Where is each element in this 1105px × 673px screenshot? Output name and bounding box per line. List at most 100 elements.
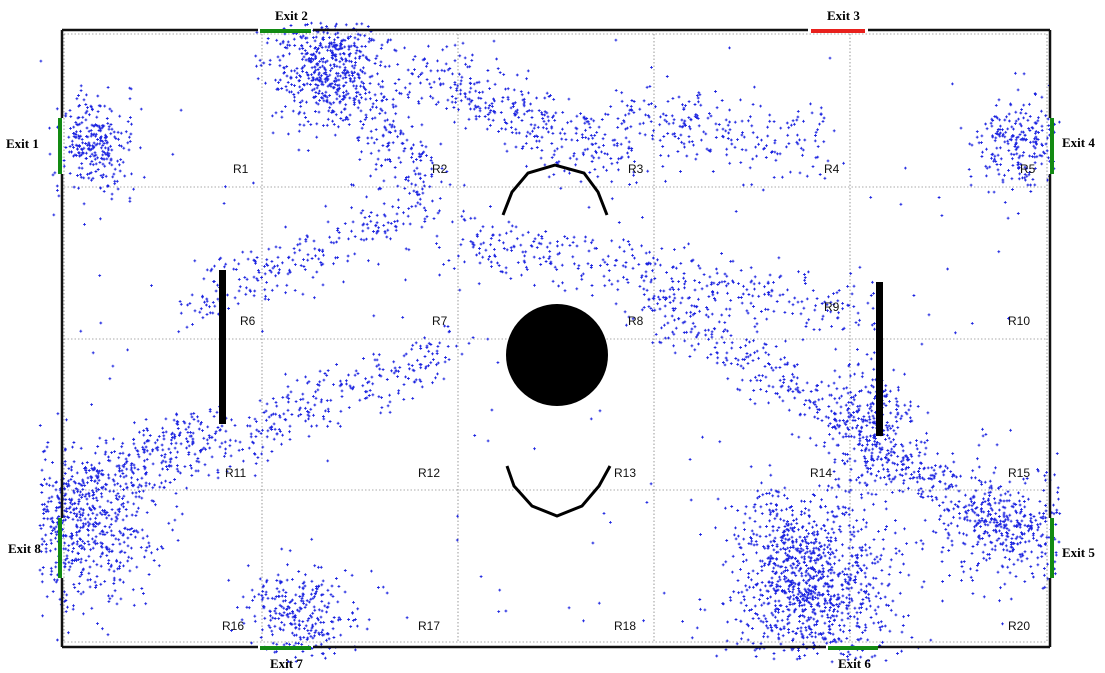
pedestrian-dot	[129, 87, 133, 91]
pedestrian-dot	[288, 612, 292, 615]
pedestrian-dot	[844, 580, 848, 584]
pedestrian-dot	[477, 115, 481, 118]
pedestrian-dot	[431, 381, 434, 385]
pedestrian-dot	[246, 257, 250, 261]
pedestrian-dot	[742, 537, 746, 541]
pedestrian-dot	[94, 516, 97, 520]
pedestrian-dot	[662, 135, 666, 138]
pedestrian-dot	[353, 76, 357, 80]
pedestrian-dot	[92, 491, 95, 494]
pedestrian-dot	[988, 520, 992, 524]
pedestrian-dot	[1038, 500, 1042, 503]
pedestrian-dot	[484, 248, 488, 252]
pedestrian-dot	[1026, 183, 1030, 187]
pedestrian-dot	[283, 46, 287, 49]
pedestrian-dot	[829, 594, 833, 598]
pedestrian-dot	[841, 594, 845, 598]
pedestrian-dot	[958, 531, 961, 535]
pedestrian-dot	[711, 170, 715, 173]
pedestrian-dot	[101, 153, 105, 157]
pedestrian-dot	[960, 565, 964, 568]
pedestrian-dot	[342, 91, 345, 94]
pedestrian-dot	[119, 131, 123, 135]
pedestrian-dot	[670, 114, 674, 118]
pedestrian-dot	[495, 57, 498, 61]
pedestrian-dot	[286, 81, 290, 84]
pedestrian-dot	[803, 273, 806, 276]
pedestrian-dot	[425, 154, 428, 157]
pedestrian-dot	[103, 525, 107, 528]
pedestrian-dot	[105, 483, 109, 487]
pedestrian-dot	[349, 625, 353, 628]
pedestrian-dot	[607, 278, 611, 282]
pedestrian-dot	[355, 22, 359, 26]
pedestrian-dot	[812, 617, 816, 621]
pedestrian-dot	[298, 248, 302, 252]
pedestrian-dot	[330, 111, 334, 114]
pedestrian-dot	[434, 376, 437, 380]
pedestrian-dot	[774, 158, 778, 162]
pedestrian-dot	[772, 120, 776, 123]
pedestrian-dot	[648, 85, 652, 88]
pedestrian-dot	[299, 89, 303, 92]
pedestrian-dot	[314, 101, 318, 105]
pedestrian-dot	[353, 70, 356, 74]
pedestrian-dot	[308, 600, 311, 604]
pedestrian-dot	[118, 550, 122, 554]
pedestrian-dot	[319, 642, 323, 646]
pedestrian-dot	[579, 112, 582, 115]
pedestrian-dot	[282, 623, 286, 627]
pedestrian-dot	[1054, 523, 1058, 526]
pedestrian-dot	[934, 531, 938, 534]
pedestrian-dot	[162, 434, 166, 438]
pedestrian-dot	[127, 555, 131, 559]
pedestrian-dot	[462, 209, 465, 213]
pedestrian-dot	[665, 271, 668, 274]
pedestrian-dot	[869, 357, 873, 361]
pedestrian-dot	[431, 96, 435, 100]
pedestrian-dot	[80, 547, 84, 550]
pedestrian-dot	[336, 227, 340, 230]
pedestrian-dot	[122, 494, 126, 498]
pedestrian-dot	[866, 491, 870, 495]
pedestrian-dot	[142, 489, 145, 493]
pedestrian-dot	[572, 154, 576, 158]
pedestrian-dot	[71, 559, 75, 562]
pedestrian-dot	[328, 101, 332, 105]
pedestrian-dot	[504, 266, 508, 270]
pedestrian-dot	[981, 434, 985, 438]
pedestrian-dot	[861, 631, 864, 634]
pedestrian-dot	[830, 325, 833, 328]
pedestrian-dot	[583, 121, 587, 125]
pedestrian-dot	[352, 41, 356, 45]
pedestrian-dot	[76, 590, 80, 593]
pedestrian-dot	[505, 248, 509, 252]
pedestrian-dot	[798, 657, 802, 660]
pedestrian-dot	[261, 590, 265, 593]
pedestrian-dot	[118, 469, 122, 473]
pedestrian-dot	[356, 372, 360, 375]
pedestrian-dot	[474, 89, 478, 93]
pedestrian-dot	[299, 398, 303, 401]
pedestrian-dot	[322, 99, 326, 103]
pedestrian-dot	[114, 494, 118, 498]
pedestrian-dot	[62, 487, 66, 490]
pedestrian-dot	[87, 543, 91, 546]
pedestrian-dot	[310, 424, 313, 428]
pedestrian-dot	[69, 478, 73, 481]
pedestrian-dot	[684, 104, 687, 107]
pedestrian-dot	[877, 591, 880, 595]
pedestrian-dot	[392, 371, 396, 375]
pedestrian-dot	[371, 237, 375, 241]
pedestrian-dot	[297, 148, 301, 152]
pedestrian-dot	[81, 513, 84, 517]
pedestrian-dot	[127, 148, 131, 152]
pedestrian-dot	[77, 166, 81, 170]
pedestrian-dot	[876, 605, 880, 609]
pedestrian-dot	[987, 190, 991, 194]
pedestrian-dot	[822, 116, 826, 120]
pedestrian-dot	[740, 133, 744, 137]
pedestrian-dot	[649, 280, 653, 284]
pedestrian-dot	[55, 506, 58, 509]
pedestrian-dot	[829, 640, 832, 644]
